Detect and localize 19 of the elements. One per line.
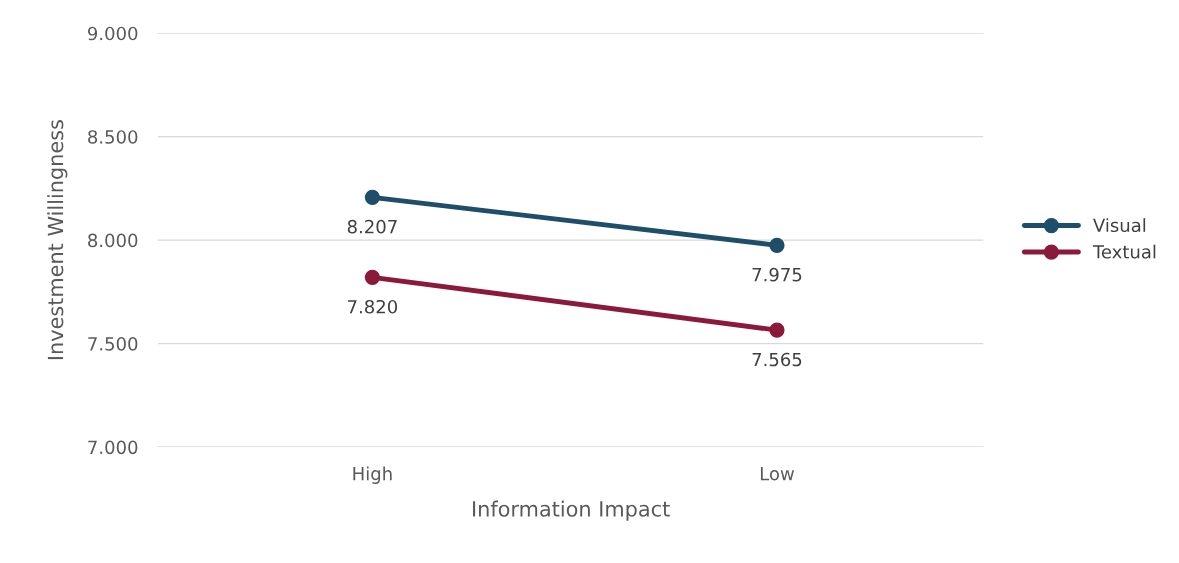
- data-label: 7.565: [752, 352, 802, 367]
- data-label: 8.207: [347, 219, 397, 234]
- y-tick-label: 7.000: [88, 440, 138, 455]
- data-label: 7.820: [348, 299, 398, 314]
- y-tick-label: 8.500: [88, 130, 138, 144]
- x-axis-title: Information Impact: [473, 500, 670, 521]
- x-tick-label: Low: [760, 467, 794, 481]
- data-label: 7.975: [752, 267, 802, 282]
- point: [364, 269, 381, 286]
- point: [364, 189, 381, 205]
- x-tick-label: High: [353, 466, 392, 484]
- point: [769, 322, 785, 338]
- y-tick-label: 9.000: [87, 26, 138, 41]
- y-tick-label: 8.000: [88, 233, 138, 248]
- legend-label: Textual: [1092, 244, 1156, 259]
- legend-label: Visual: [1093, 218, 1146, 233]
- point: [769, 237, 785, 253]
- y-axis-title: Investment Willingness: [47, 120, 68, 360]
- y-tick-label: 7.500: [88, 337, 138, 351]
